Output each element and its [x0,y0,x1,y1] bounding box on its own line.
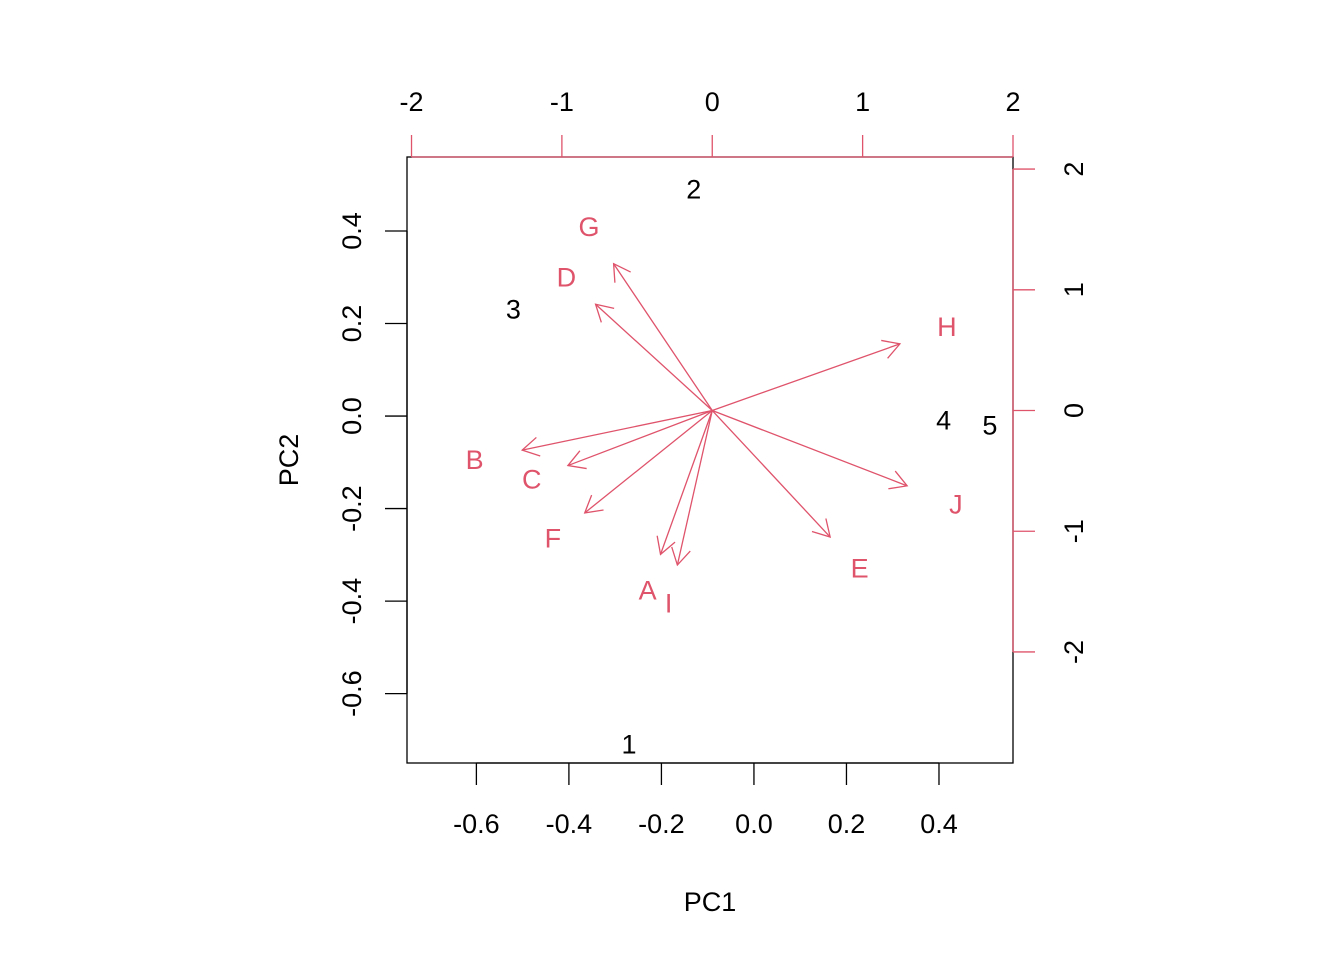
arrow-shaft [659,410,713,555]
right-axis-tick-label: -1 [1059,519,1089,543]
arrow-shaft [613,263,713,411]
arrow-shaft [522,409,713,451]
bottom-axis-tick-label: 0.2 [828,809,866,839]
loading-label-b: B [466,445,484,475]
arrow-head [594,303,615,323]
loading-arrow-a [656,410,713,556]
x-axis-label: PC1 [684,887,737,917]
loading-label-d: D [557,263,577,293]
loading-arrow-g [612,262,713,411]
arrow-head [566,450,587,470]
arrow-head [612,262,631,283]
bottom-axis-tick-label: 0.4 [920,809,958,839]
loading-arrow-i [671,410,713,567]
axes: -0.6 -0.4 -0.2 0.0 0.2 0.4 -0.6 -0.4 -0.2 0.0 0.2 0… [337,87,1089,839]
loading-label-a: A [639,575,657,605]
point-labels: A B C D E F G H I J 1 2 3 4 5 [466,174,998,759]
loading-label-i: I [665,589,673,619]
left-axis-tick-label: -0.2 [337,485,367,532]
loading-label-g: G [578,212,599,242]
loading-arrow-h [712,339,902,412]
arrow-shaft [712,409,908,487]
bottom-axis-tick-label: -0.4 [546,809,593,839]
top-axis-tick-label: 2 [1005,87,1020,117]
arrow-shaft [584,409,713,514]
arrow-head [671,546,691,567]
arrow-head [656,535,676,556]
arrow-shaft [711,410,831,538]
plot-frame [406,156,1014,764]
arrow-head [881,339,902,359]
right-axis-tick-label: 2 [1059,162,1089,177]
loading-label-j: J [949,490,963,520]
left-axis-tick-label: 0.0 [337,397,367,435]
left-axis-tick-label: -0.6 [337,670,367,717]
top-axis-tick-label: -2 [400,87,424,117]
left-axis-tick-label: 0.2 [337,305,367,343]
arrow-shaft [567,409,713,467]
bottom-axis-tick-label: -0.6 [453,809,500,839]
loading-arrows [520,262,909,567]
right-axis-tick-label: 0 [1059,403,1089,418]
loading-label-e: E [851,554,869,584]
score-label-3: 3 [506,295,521,325]
bottom-axis-tick-label: -0.2 [638,809,685,839]
loading-arrow-e [711,410,832,538]
arrow-head [888,470,909,490]
arrow-shaft [676,410,713,566]
bottom-axis-tick-label: 0.0 [735,809,773,839]
left-axis-tick-label: -0.4 [337,578,367,625]
score-label-5: 5 [982,410,997,440]
loading-arrow-c [566,409,713,470]
right-axis-tick-label: -2 [1059,640,1089,664]
arrow-head [811,518,832,538]
score-label-4: 4 [936,406,951,436]
score-label-2: 2 [686,174,701,204]
loading-label-f: F [545,523,562,553]
loading-label-c: C [522,464,542,494]
loading-arrow-f [583,409,713,514]
score-label-1: 1 [622,729,637,759]
right-axis-tick-label: 1 [1059,282,1089,297]
top-axis-tick-label: -1 [550,87,574,117]
y-axis-label: PC2 [274,434,304,487]
loading-arrow-d [594,303,713,411]
loading-arrow-b [520,409,713,457]
arrow-head [583,494,604,514]
loading-label-h: H [937,312,957,342]
arrow-shaft [595,303,713,411]
top-axis-tick-label: 0 [705,87,720,117]
arrow-shaft [712,343,901,412]
left-axis-tick-label: 0.4 [337,212,367,250]
top-axis-tick-label: 1 [855,87,870,117]
arrow-head [520,436,541,457]
loading-arrow-j [712,409,909,490]
